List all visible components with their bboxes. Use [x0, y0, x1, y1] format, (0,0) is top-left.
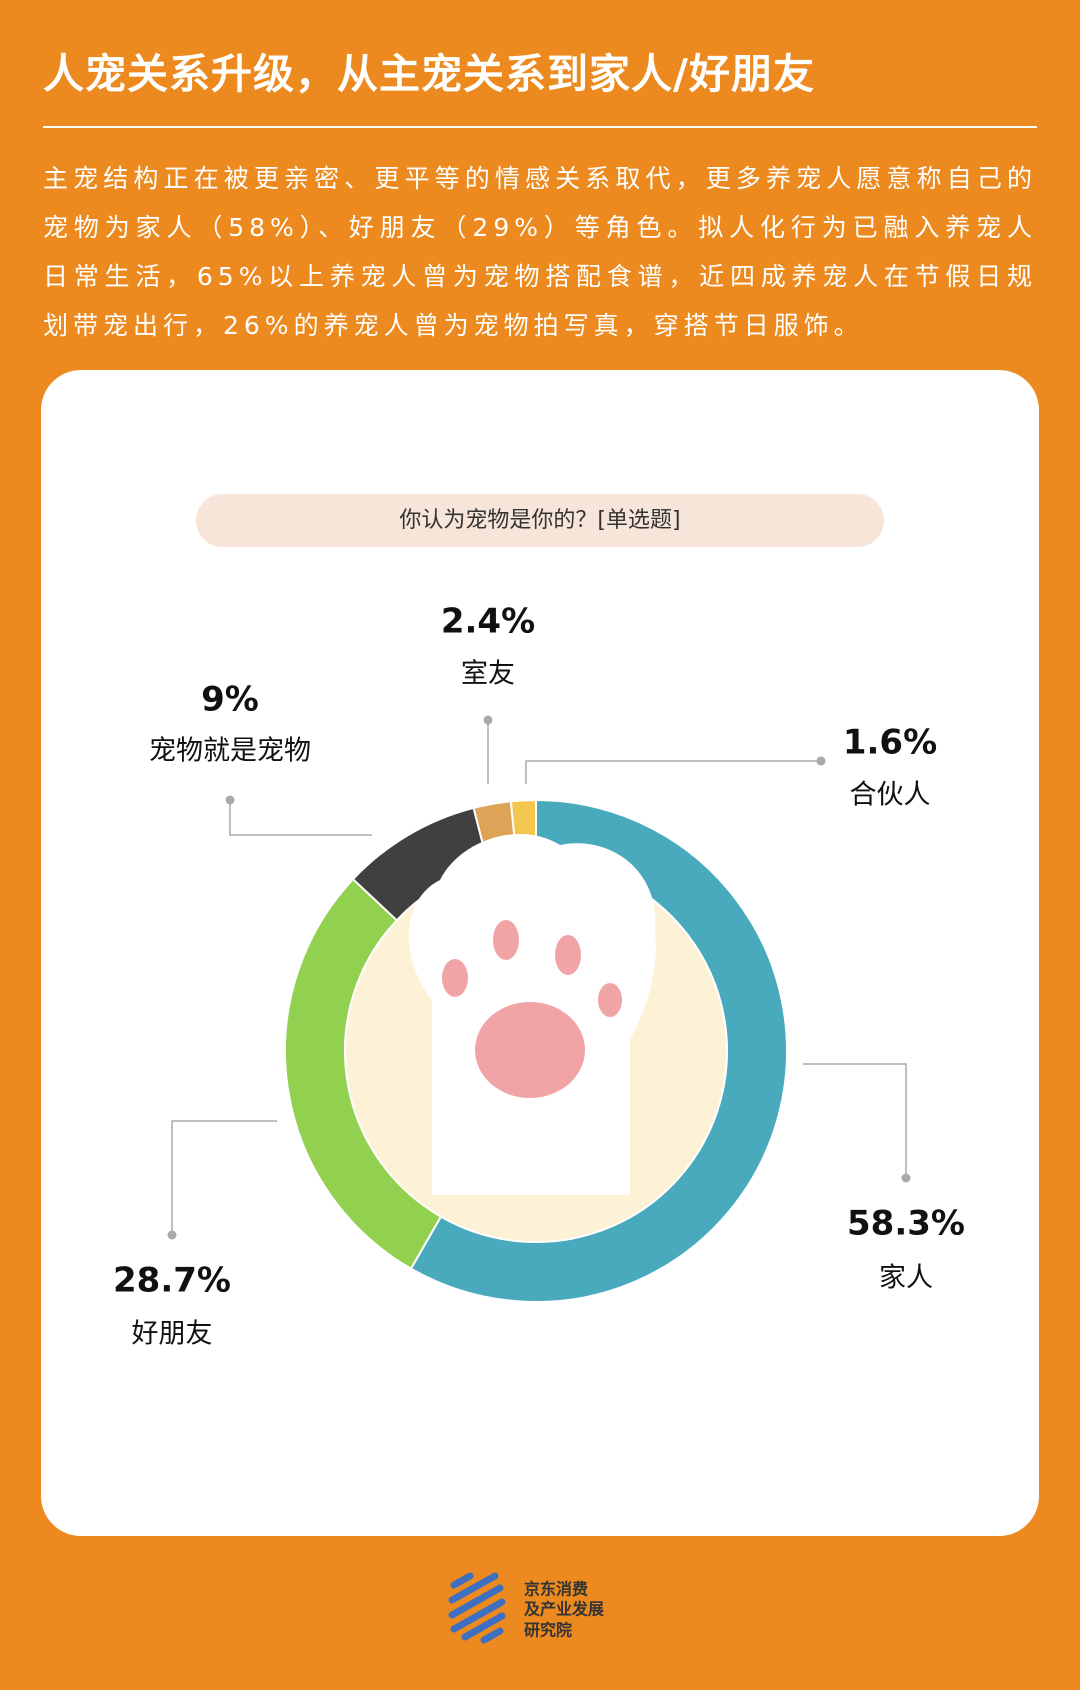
category-label: 合伙人	[850, 780, 931, 811]
value-label: 1.6%	[843, 723, 937, 763]
intro-text: 主宠结构正在被更亲密、更平等的情感关系取代，更多养宠人愿意称自己的宠物为家人（5…	[43, 164, 1037, 340]
leader-dot	[483, 715, 493, 725]
question-pill	[196, 494, 884, 547]
leader-dot	[816, 756, 826, 766]
leader-line	[229, 800, 372, 836]
value-label: 28.7%	[113, 1261, 231, 1301]
donut	[284, 798, 789, 1303]
value-label: 9%	[201, 680, 259, 720]
logo-text: 及产业发展	[524, 1600, 605, 1619]
logo: 京东消费 及产业发展 研究院	[448, 1572, 605, 1644]
leader-dot	[167, 1230, 177, 1240]
chart-title: 你认为宠物是你的？[单选题]	[399, 508, 680, 533]
leader-dot	[225, 795, 235, 805]
category-label: 家人	[879, 1263, 933, 1294]
paw	[408, 833, 656, 1195]
category-label: 室友	[461, 659, 515, 690]
category-label: 好朋友	[132, 1319, 213, 1350]
logo-text: 研究院	[524, 1621, 572, 1640]
page-title: 人宠关系升级，从主宠关系到家人/好朋友	[43, 50, 815, 98]
divider	[43, 126, 1037, 128]
leader-dot	[901, 1173, 911, 1183]
value-label: 2.4%	[441, 602, 535, 642]
leader-line	[525, 760, 821, 784]
value-label: 58.3%	[847, 1204, 965, 1244]
donut-segment	[409, 798, 789, 1303]
leader-line	[803, 1063, 907, 1178]
leader-line	[171, 1120, 277, 1235]
category-label: 宠物就是宠物	[149, 736, 311, 767]
donut-segment	[284, 877, 443, 1270]
logo-text: 京东消费	[524, 1580, 588, 1599]
